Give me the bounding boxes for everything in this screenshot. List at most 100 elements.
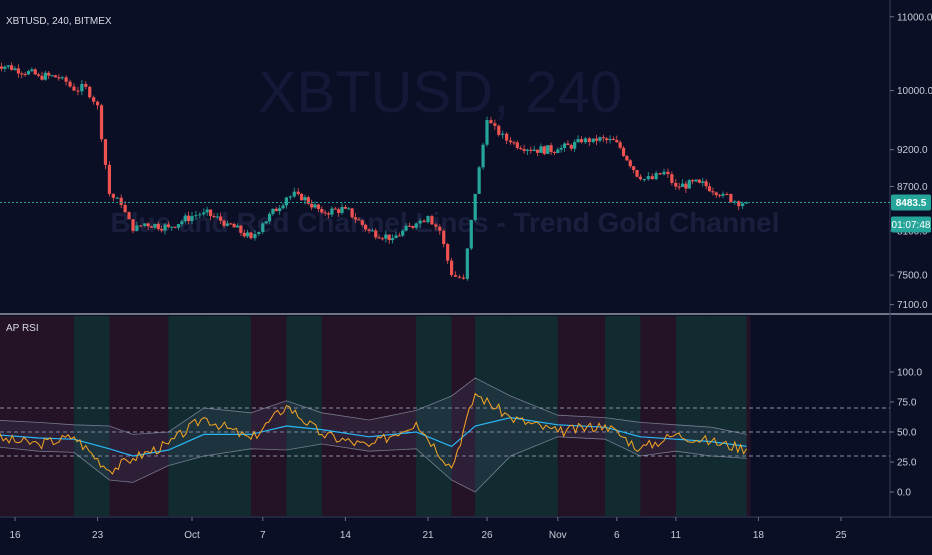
candle-body xyxy=(111,193,115,198)
candle-body xyxy=(215,216,219,218)
rsi-band xyxy=(0,377,747,493)
candle-body xyxy=(489,120,493,124)
candle-body xyxy=(13,68,17,70)
candle-body xyxy=(594,138,599,141)
candle-body xyxy=(426,216,430,223)
candle-body xyxy=(310,203,314,208)
candle-body xyxy=(694,179,698,182)
rsi-levels xyxy=(0,407,890,457)
candle-body xyxy=(380,238,385,240)
candle-body xyxy=(642,179,646,181)
candle-body xyxy=(146,223,150,227)
candle-body xyxy=(559,147,563,150)
candle-body xyxy=(529,149,533,151)
candle-body xyxy=(737,201,741,207)
candle-body xyxy=(340,206,344,213)
candle-body xyxy=(343,206,347,209)
candle-body xyxy=(573,142,577,149)
candle-body xyxy=(64,77,68,82)
candle-body xyxy=(579,139,583,143)
candle-body xyxy=(0,66,4,69)
price-tick-label: 7500.0 xyxy=(897,271,928,282)
candle-body xyxy=(350,208,354,218)
candle-body xyxy=(377,237,381,239)
candle-body xyxy=(658,173,662,175)
candle-body xyxy=(515,142,519,148)
candle-body xyxy=(674,182,678,187)
rsi-zone xyxy=(605,316,641,516)
time-tick-label: 6 xyxy=(614,530,620,541)
candle-body xyxy=(677,186,681,188)
candle-body xyxy=(212,216,216,218)
candle-body xyxy=(566,143,570,145)
candle-body xyxy=(562,143,567,148)
candle-body xyxy=(635,170,639,177)
candle-body xyxy=(131,219,135,231)
candle-body xyxy=(333,208,337,210)
candle-body xyxy=(47,72,51,76)
last-price-label: 8483.5 xyxy=(896,198,927,209)
candle-body xyxy=(628,160,632,167)
candle-body xyxy=(281,205,285,209)
candle-body xyxy=(99,105,104,140)
candle-body xyxy=(219,216,223,221)
candle-body xyxy=(261,223,265,233)
time-tick-label: 11 xyxy=(671,530,682,541)
candle-body xyxy=(662,171,666,175)
candle-body xyxy=(374,230,378,238)
candle-body xyxy=(725,193,729,195)
price-tick-label: 8700.0 xyxy=(897,182,928,193)
candle-body xyxy=(745,202,749,204)
time-tick-label: Oct xyxy=(184,530,200,541)
symbol-title[interactable]: XBTUSD, 240, BITMEX xyxy=(6,16,112,27)
rsi-band-upper xyxy=(0,377,747,435)
candle-body xyxy=(434,224,438,227)
candle-body xyxy=(535,149,540,153)
candle-body xyxy=(88,86,92,98)
candle-body xyxy=(450,260,454,276)
rsi-zones xyxy=(0,316,751,516)
candle-body xyxy=(271,208,275,214)
candle-body xyxy=(532,149,536,151)
time-tick-label: 25 xyxy=(835,530,847,541)
candle-body xyxy=(367,229,371,231)
candle-body xyxy=(387,234,391,241)
time-axis[interactable]: 16 23 Oct 7 14 21 26 Nov 6 11 18 25 xyxy=(9,517,847,541)
candle-body xyxy=(60,77,64,79)
candle-body xyxy=(103,139,108,165)
candle-body xyxy=(394,235,398,239)
rsi-axis[interactable]: 100.0 75.0 50.0 25.0 0.0 xyxy=(890,368,922,499)
candle-body xyxy=(556,149,560,153)
candle-body xyxy=(235,225,240,228)
candle-body xyxy=(107,164,111,194)
candle-body xyxy=(397,235,401,237)
rsi-band-lower xyxy=(0,436,747,493)
candle-body xyxy=(569,144,573,149)
candle-body xyxy=(72,86,76,91)
candle-body xyxy=(481,144,485,168)
candle-body xyxy=(337,209,341,213)
indicator-title[interactable]: AP RSI xyxy=(6,323,39,334)
rsi-zone xyxy=(675,316,712,516)
candle-body xyxy=(139,225,143,227)
price-axis[interactable]: 11000.010000.09200.08700.08100.07500.071… xyxy=(890,12,932,311)
rsi-zone xyxy=(168,316,204,516)
candle-body xyxy=(453,275,458,277)
candle-body xyxy=(68,81,72,87)
candle-body xyxy=(347,208,351,210)
candle-body xyxy=(576,139,580,143)
rsi-line xyxy=(0,392,748,475)
time-tick-label: 26 xyxy=(481,530,493,541)
candle-body xyxy=(232,223,236,228)
candle-body xyxy=(438,226,442,231)
candle-body xyxy=(691,180,695,182)
candle-body xyxy=(718,195,722,197)
candle-body xyxy=(3,66,7,69)
candle-body xyxy=(6,65,10,67)
candle-body xyxy=(418,220,422,224)
candle-body xyxy=(353,217,358,220)
candle-body xyxy=(303,197,307,201)
candle-body xyxy=(299,193,304,201)
candle-body xyxy=(176,224,181,228)
